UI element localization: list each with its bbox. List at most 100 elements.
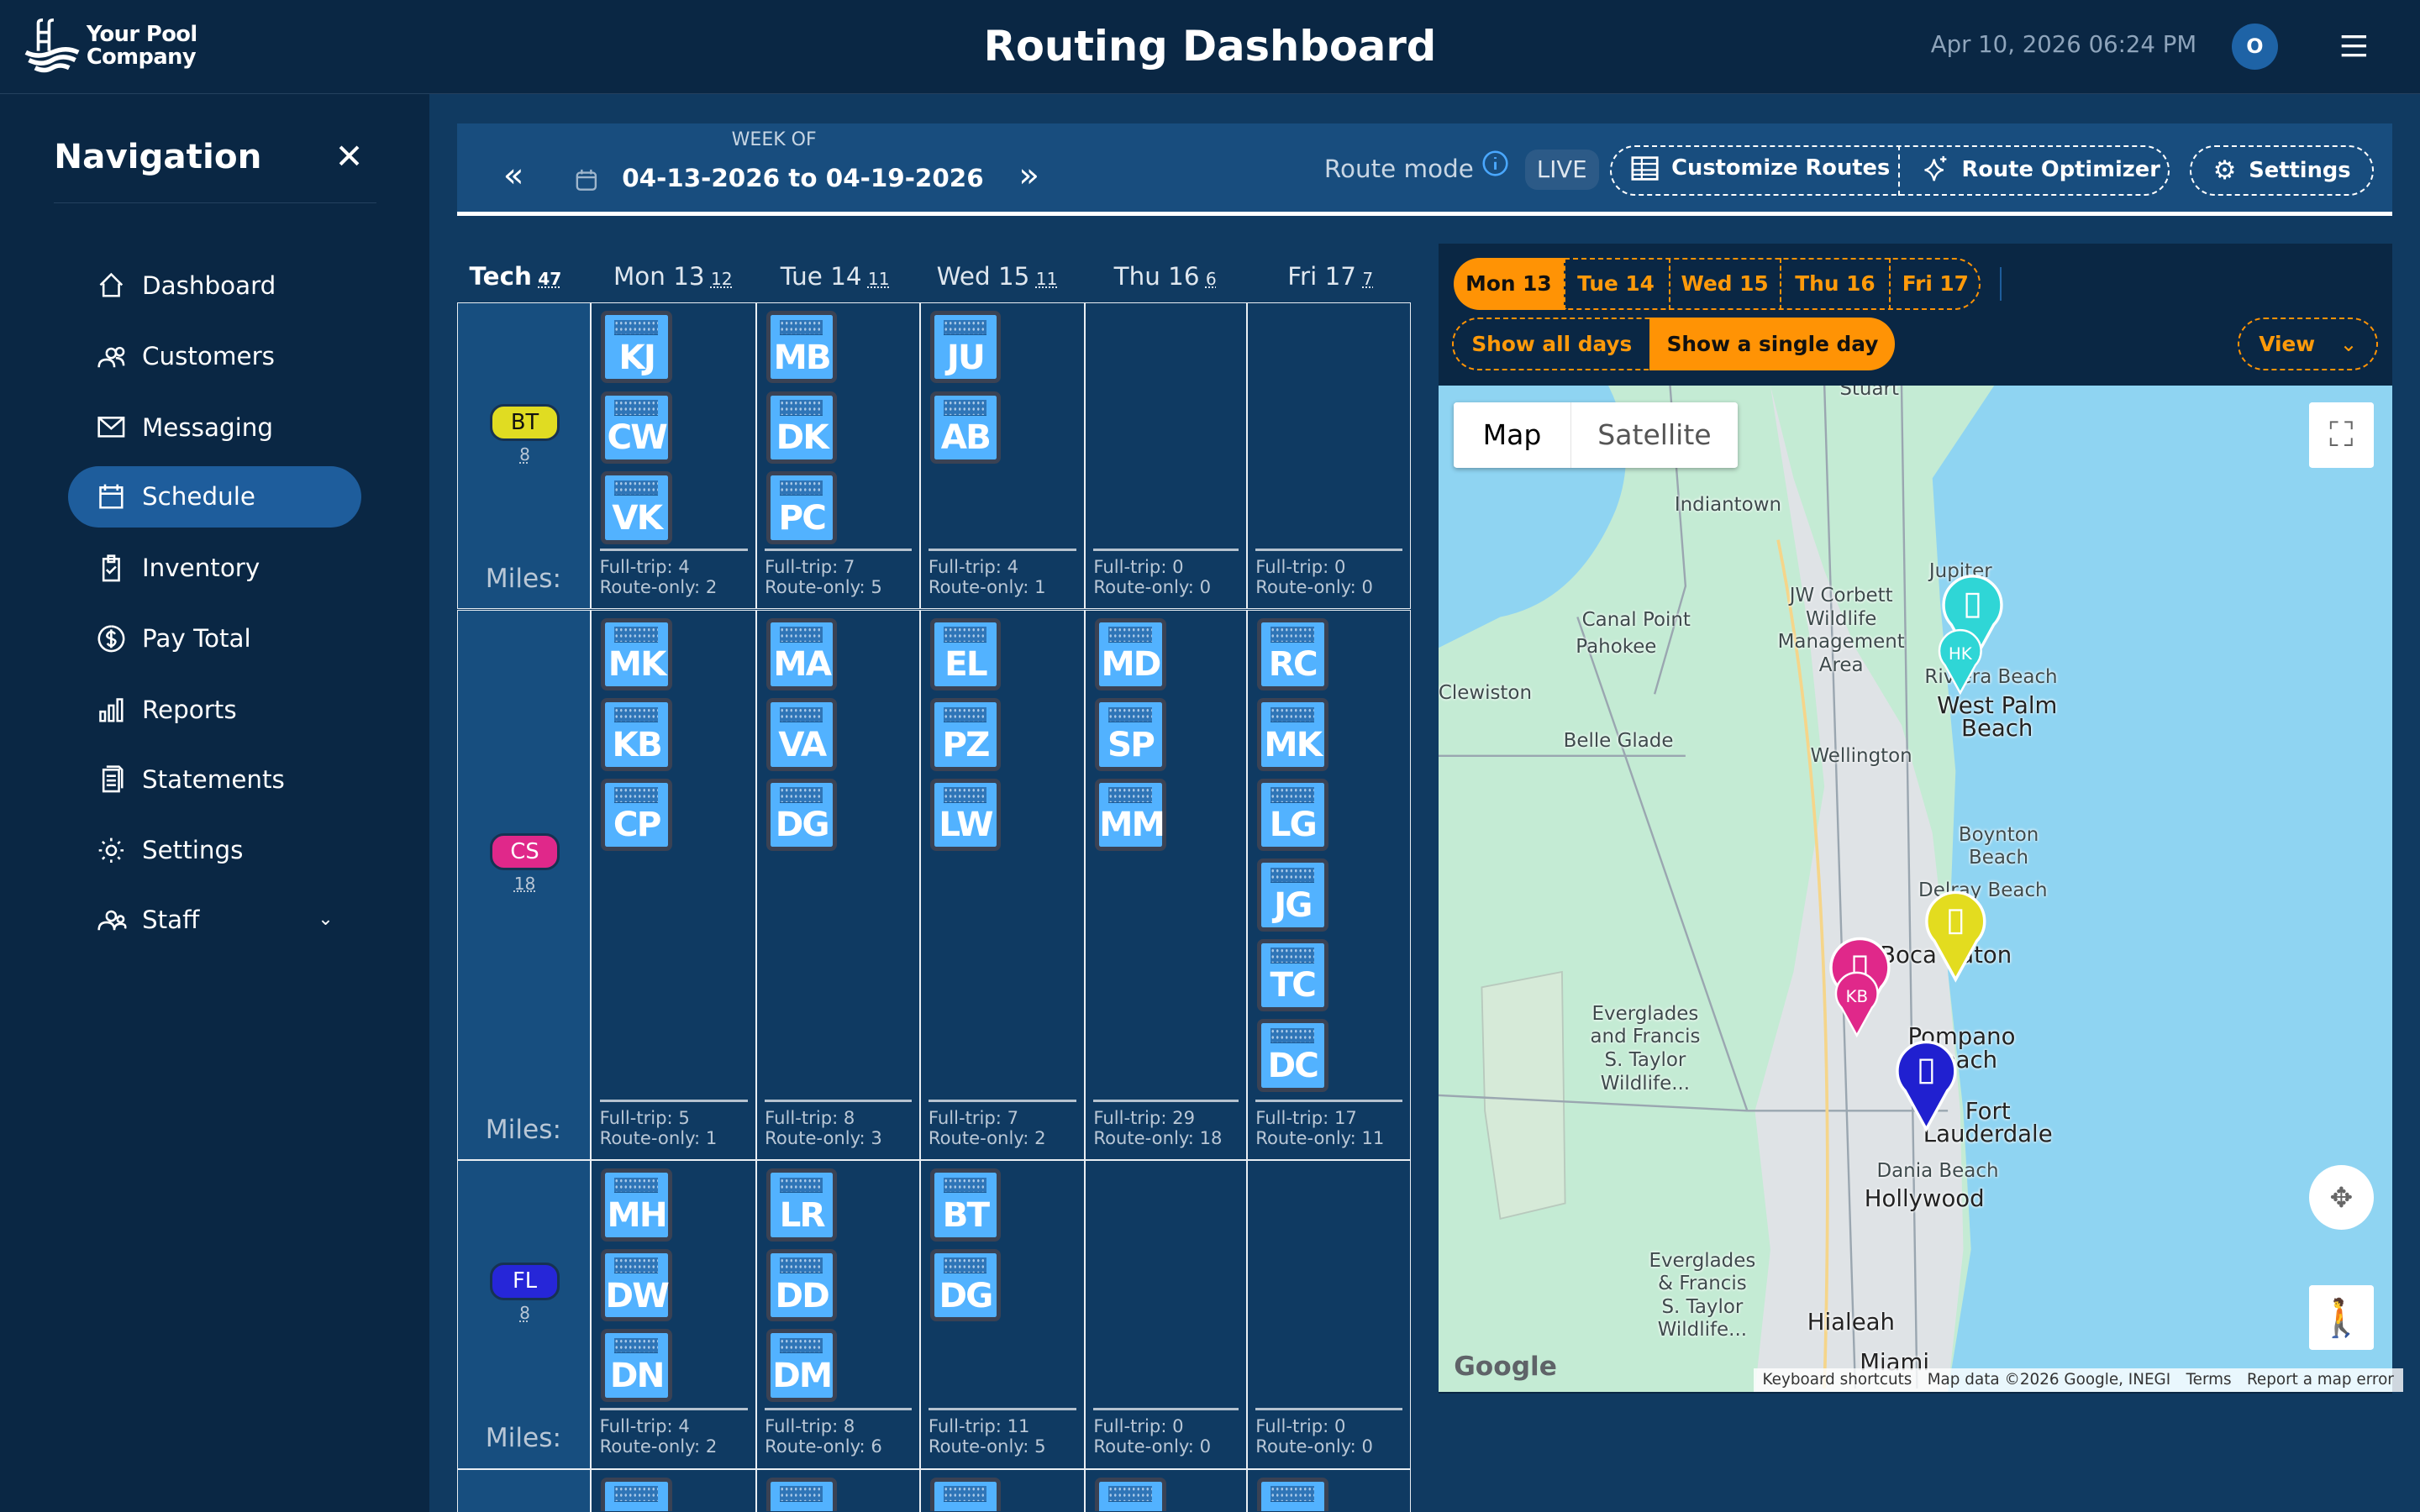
customize-routes-button[interactable]: Customize Routes [1631,155,1890,182]
customer-stop-tile[interactable]: DC [1257,1019,1328,1092]
street-view-pegman-icon[interactable]: 🚶 [2308,1284,2374,1351]
close-icon[interactable]: ✕ [334,135,364,176]
day-cell[interactable]: Full-trip: 0 Route-only: 0 [1085,1160,1248,1469]
column-count[interactable]: 11 [1035,269,1058,290]
view-dropdown[interactable]: View ⌄ [2238,318,2379,370]
info-icon[interactable] [1481,150,1509,177]
day-cell[interactable]: MB DK PC Full-trip: 7 Route-only: 5 [755,302,920,610]
customer-stop-tile[interactable] [929,1477,1002,1512]
camera-control-icon[interactable]: ✥ [2308,1164,2374,1230]
map-day-tab-wed-15[interactable]: Wed 15 [1668,257,1780,311]
day-cell[interactable] [919,1468,1086,1512]
customer-stop-tile[interactable]: DW [601,1248,672,1322]
customer-stop-tile[interactable]: JG [1257,858,1328,932]
customer-stop-tile[interactable]: RC [1257,617,1328,690]
week-range-picker[interactable]: 04-13-2026 to 04-19-2026 [622,163,984,192]
customer-stop-tile[interactable]: DG [766,778,838,852]
show-single-day-button[interactable]: Show a single day [1649,318,1896,370]
customer-stop-tile[interactable]: LR [766,1168,838,1242]
terms-link[interactable]: Terms [2186,1371,2232,1389]
map-day-tab-tue-14[interactable]: Tue 14 [1577,271,1655,297]
route-optimizer-button[interactable]: Route Optimizer [1922,155,2160,186]
settings-button[interactable]: ⚙ Settings [2190,144,2374,197]
tech-stop-count[interactable]: 8 [519,1303,530,1324]
customer-stop-tile[interactable]: MA [766,617,838,690]
next-week-icon[interactable]: » [1018,154,1039,195]
column-count[interactable]: 7 [1362,269,1374,290]
customer-stop-tile[interactable]: EL [929,617,1002,690]
customer-stop-tile[interactable]: MB [766,311,838,384]
day-cell[interactable]: LR DD DM Full-trip: 8 Route-only: 6 [755,1160,920,1469]
day-cell[interactable]: MK KB CP Full-trip: 5 Route-only: 1 [591,609,756,1161]
customer-stop-tile[interactable] [1257,1477,1328,1512]
customer-stop-tile[interactable]: MH [601,1168,672,1242]
day-cell[interactable]: MD SP MM Full-trip: 29 Route-only: 18 [1085,609,1248,1161]
route-marker-pin[interactable] [1896,1041,1957,1133]
show-all-days-button[interactable]: Show all days [1452,318,1652,370]
previous-week-icon[interactable]: « [502,154,524,195]
customer-stop-tile[interactable]: DM [766,1329,838,1402]
customer-stop-tile[interactable]: KJ [601,311,672,384]
day-cell[interactable]: Full-trip: 0 Route-only: 0 [1247,1160,1411,1469]
tech-stop-count[interactable]: 8 [519,444,530,465]
customer-stop-tile[interactable]: PC [766,471,838,544]
customer-stop-tile[interactable] [601,1477,672,1512]
user-avatar[interactable]: O [2231,23,2278,70]
day-cell[interactable]: EL PZ LW Full-trip: 7 Route-only: 2 [919,609,1086,1161]
tech-stop-count[interactable]: 18 [513,873,536,894]
day-cell[interactable] [1247,1468,1411,1512]
day-cell[interactable]: MA VA DG Full-trip: 8 Route-only: 3 [755,609,920,1161]
sidebar-item-settings[interactable]: Settings [68,819,361,880]
customer-stop-tile[interactable]: KB [601,698,672,771]
customer-stop-tile[interactable]: MK [601,617,672,690]
day-cell[interactable] [591,1468,756,1512]
sidebar-item-staff[interactable]: Staff ⌄ [68,889,361,950]
tech-badge[interactable]: FL [490,1263,560,1300]
day-cell[interactable]: JU AB Full-trip: 4 Route-only: 1 [919,302,1086,610]
customer-stop-tile[interactable]: DD [766,1248,838,1322]
customer-stop-tile[interactable]: MK [1257,698,1328,771]
sidebar-item-schedule[interactable]: Schedule [67,465,361,528]
map-type-map-button[interactable]: Map [1454,402,1571,468]
sidebar-item-statements[interactable]: Statements [68,748,361,810]
route-marker-pin[interactable]: KB [1834,971,1879,1038]
customer-stop-tile[interactable]: DN [601,1329,672,1402]
customer-stop-tile[interactable]: BT [929,1168,1002,1242]
sidebar-item-inventory[interactable]: Inventory [68,537,361,598]
customer-stop-tile[interactable] [1095,1477,1166,1512]
map-day-tab-mon-13[interactable]: Mon 13 [1454,257,1564,311]
map-day-tab-thu-16[interactable]: Thu 16 [1779,257,1889,311]
customer-stop-tile[interactable]: LG [1257,778,1328,852]
sidebar-item-messaging[interactable]: Messaging [68,396,361,458]
customer-stop-tile[interactable]: MM [1095,778,1166,852]
customer-stop-tile[interactable]: MD [1095,617,1166,690]
customer-stop-tile[interactable] [766,1477,838,1512]
column-count[interactable]: 12 [710,269,733,290]
customer-stop-tile[interactable]: PZ [929,698,1002,771]
route-map[interactable]: Stuart Indiantown Jupiter JW Corbett Wildlif… [1438,386,2392,1392]
map-type-satellite-button[interactable]: Satellite [1597,418,1712,452]
customer-stop-tile[interactable]: JU [929,311,1002,384]
sidebar-item-reports[interactable]: Reports [68,679,361,740]
customer-stop-tile[interactable]: CP [601,778,672,852]
keyboard-shortcuts-link[interactable]: Keyboard shortcuts [1762,1371,1912,1389]
day-cell[interactable] [755,1468,920,1512]
customer-stop-tile[interactable]: CW [601,391,672,464]
day-cell[interactable]: BT DG Full-trip: 11 Route-only: 5 [919,1160,1086,1469]
day-cell[interactable]: Full-trip: 0 Route-only: 0 [1085,302,1248,610]
day-cell[interactable]: KJ CW VK Full-trip: 4 Route-only: 2 [591,302,756,610]
route-marker-pin[interactable] [1942,575,2003,667]
day-cell[interactable] [1085,1468,1248,1512]
report-map-error-link[interactable]: Report a map error [2247,1371,2394,1389]
route-marker-pin[interactable] [1925,890,1986,983]
customer-stop-tile[interactable]: AB [929,391,1002,464]
company-logo[interactable]: Your Pool Company [24,18,197,74]
customer-stop-tile[interactable]: VA [766,698,838,771]
sidebar-item-dashboard[interactable]: Dashboard [68,255,361,316]
route-mode-toggle[interactable]: LIVE [1524,150,1599,190]
fullscreen-icon[interactable]: ⛶ [2308,402,2374,468]
customer-stop-tile[interactable]: SP [1095,698,1166,771]
chevron-down-icon[interactable]: ⌄ [318,909,334,931]
route-marker-pin[interactable]: HK [1938,629,1982,696]
customer-stop-tile[interactable]: DK [766,391,838,464]
